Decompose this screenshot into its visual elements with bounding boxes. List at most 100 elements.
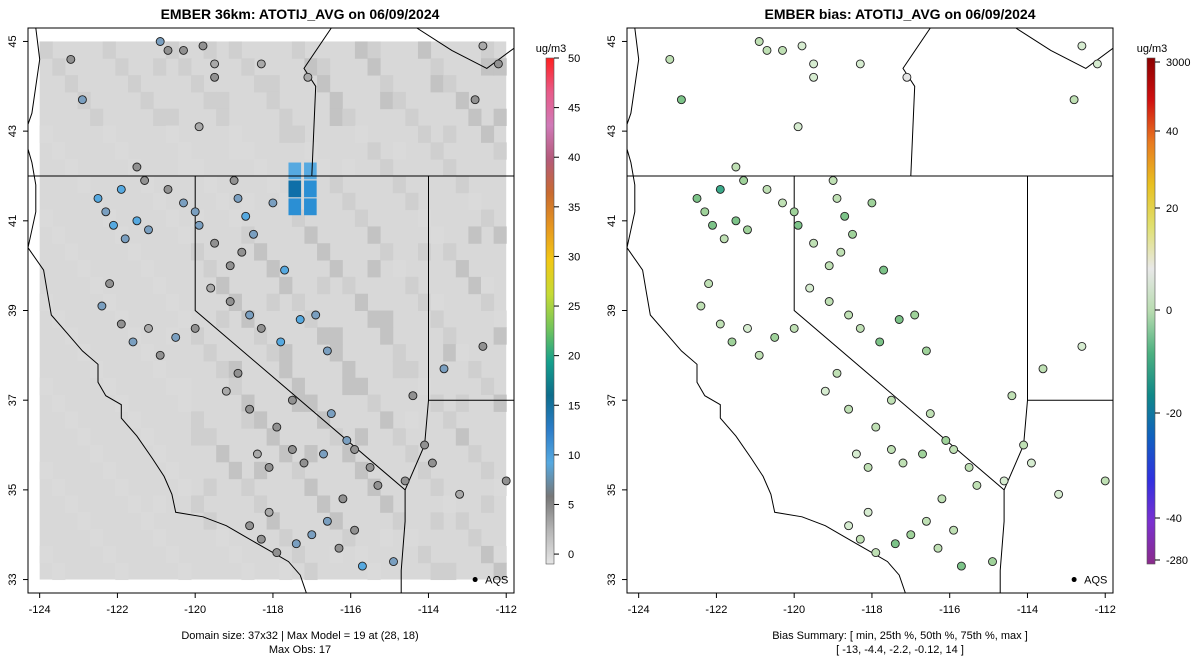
station-marker [109, 220, 118, 230]
model-cell [39, 293, 53, 311]
station-marker [956, 561, 966, 571]
station-marker [789, 323, 799, 333]
station-marker [762, 184, 772, 194]
model-cell [430, 394, 444, 412]
model-cell [317, 495, 331, 513]
model-cell [64, 75, 78, 93]
model-cell [241, 411, 255, 429]
model-cell [165, 377, 179, 396]
model-cell [178, 159, 192, 177]
model-cell [430, 142, 444, 160]
model-cell [228, 545, 242, 564]
model-cell [481, 125, 495, 143]
station-marker [972, 480, 982, 490]
model-cell [443, 75, 457, 93]
model-cell [443, 159, 457, 177]
model-cell [52, 58, 66, 76]
model-cell [216, 310, 230, 328]
model-cell [254, 159, 268, 177]
station-marker [179, 198, 188, 208]
station-marker [194, 122, 204, 132]
model-cell [216, 276, 230, 295]
model-cell [190, 159, 205, 177]
model-cell [140, 344, 154, 362]
model-cell [241, 142, 255, 160]
model-cell [405, 276, 419, 295]
station-marker [439, 364, 449, 374]
model-cell [228, 142, 242, 160]
station-marker [665, 54, 675, 64]
station-marker [743, 323, 752, 333]
station-marker [66, 54, 76, 64]
model-cell [127, 411, 142, 429]
station-marker [879, 265, 889, 275]
model-cell [39, 41, 53, 59]
model-cell [443, 495, 457, 513]
model-cell [304, 445, 318, 463]
x-tick-label: -122 [106, 604, 128, 616]
model-cell [367, 142, 381, 160]
model-cell [405, 445, 419, 463]
model-cell [254, 75, 268, 93]
model-cell [493, 327, 507, 345]
model-cell [266, 428, 280, 446]
model-cell [115, 478, 129, 496]
station-marker [1019, 440, 1029, 450]
station-marker [144, 323, 153, 333]
model-cell [455, 394, 469, 412]
boundary-line [404, 176, 429, 491]
model-cell-high [288, 180, 302, 198]
station-marker [719, 234, 729, 244]
model-cell [367, 310, 381, 328]
station-marker [743, 225, 752, 235]
right-colorbar-tick-label: 0 [1166, 305, 1172, 317]
model-cell [317, 58, 331, 76]
left-colorbar-tick-label: 40 [568, 152, 580, 164]
model-cell [39, 545, 53, 564]
model-cell [380, 495, 394, 513]
station-marker [276, 337, 286, 347]
model-cell [493, 562, 507, 581]
model-cell [77, 175, 91, 194]
left-colorbar-tick-label: 35 [568, 202, 580, 214]
left-colorbar-tick-label: 5 [568, 499, 574, 511]
right-colorbar-tick-label: -20 [1166, 408, 1182, 420]
model-cell [493, 310, 507, 328]
y-tick-label: 37 [7, 394, 19, 406]
station-marker [190, 323, 200, 333]
model-cell [216, 192, 230, 211]
model-cell [254, 243, 268, 261]
station-marker [198, 41, 208, 51]
model-cell [190, 495, 205, 513]
model-cell [304, 478, 318, 496]
station-marker [322, 346, 332, 356]
left-colorbar-tick-label: 10 [568, 450, 580, 462]
model-cell [216, 108, 230, 127]
model-cell [468, 108, 482, 127]
station-marker [400, 476, 410, 486]
model-cell [140, 91, 154, 110]
station-marker [179, 45, 188, 55]
model-cell [481, 209, 495, 227]
model-cell [266, 260, 280, 278]
model-cell [493, 545, 507, 564]
station-marker [97, 301, 107, 311]
station-marker [933, 543, 943, 553]
station-marker [1100, 476, 1110, 486]
model-cell [342, 276, 356, 295]
model-cell [329, 108, 343, 127]
boundary-line [793, 176, 1005, 593]
station-marker [715, 319, 725, 329]
station-marker [303, 72, 313, 82]
model-cell [115, 562, 129, 581]
model-cell [417, 125, 432, 143]
station-marker [875, 337, 885, 347]
station-marker [918, 449, 927, 459]
model-cell [64, 495, 78, 513]
model-cell [380, 327, 394, 345]
model-cell [304, 394, 318, 412]
model-cell [417, 293, 432, 311]
station-marker [949, 445, 959, 454]
model-cell [203, 175, 217, 194]
